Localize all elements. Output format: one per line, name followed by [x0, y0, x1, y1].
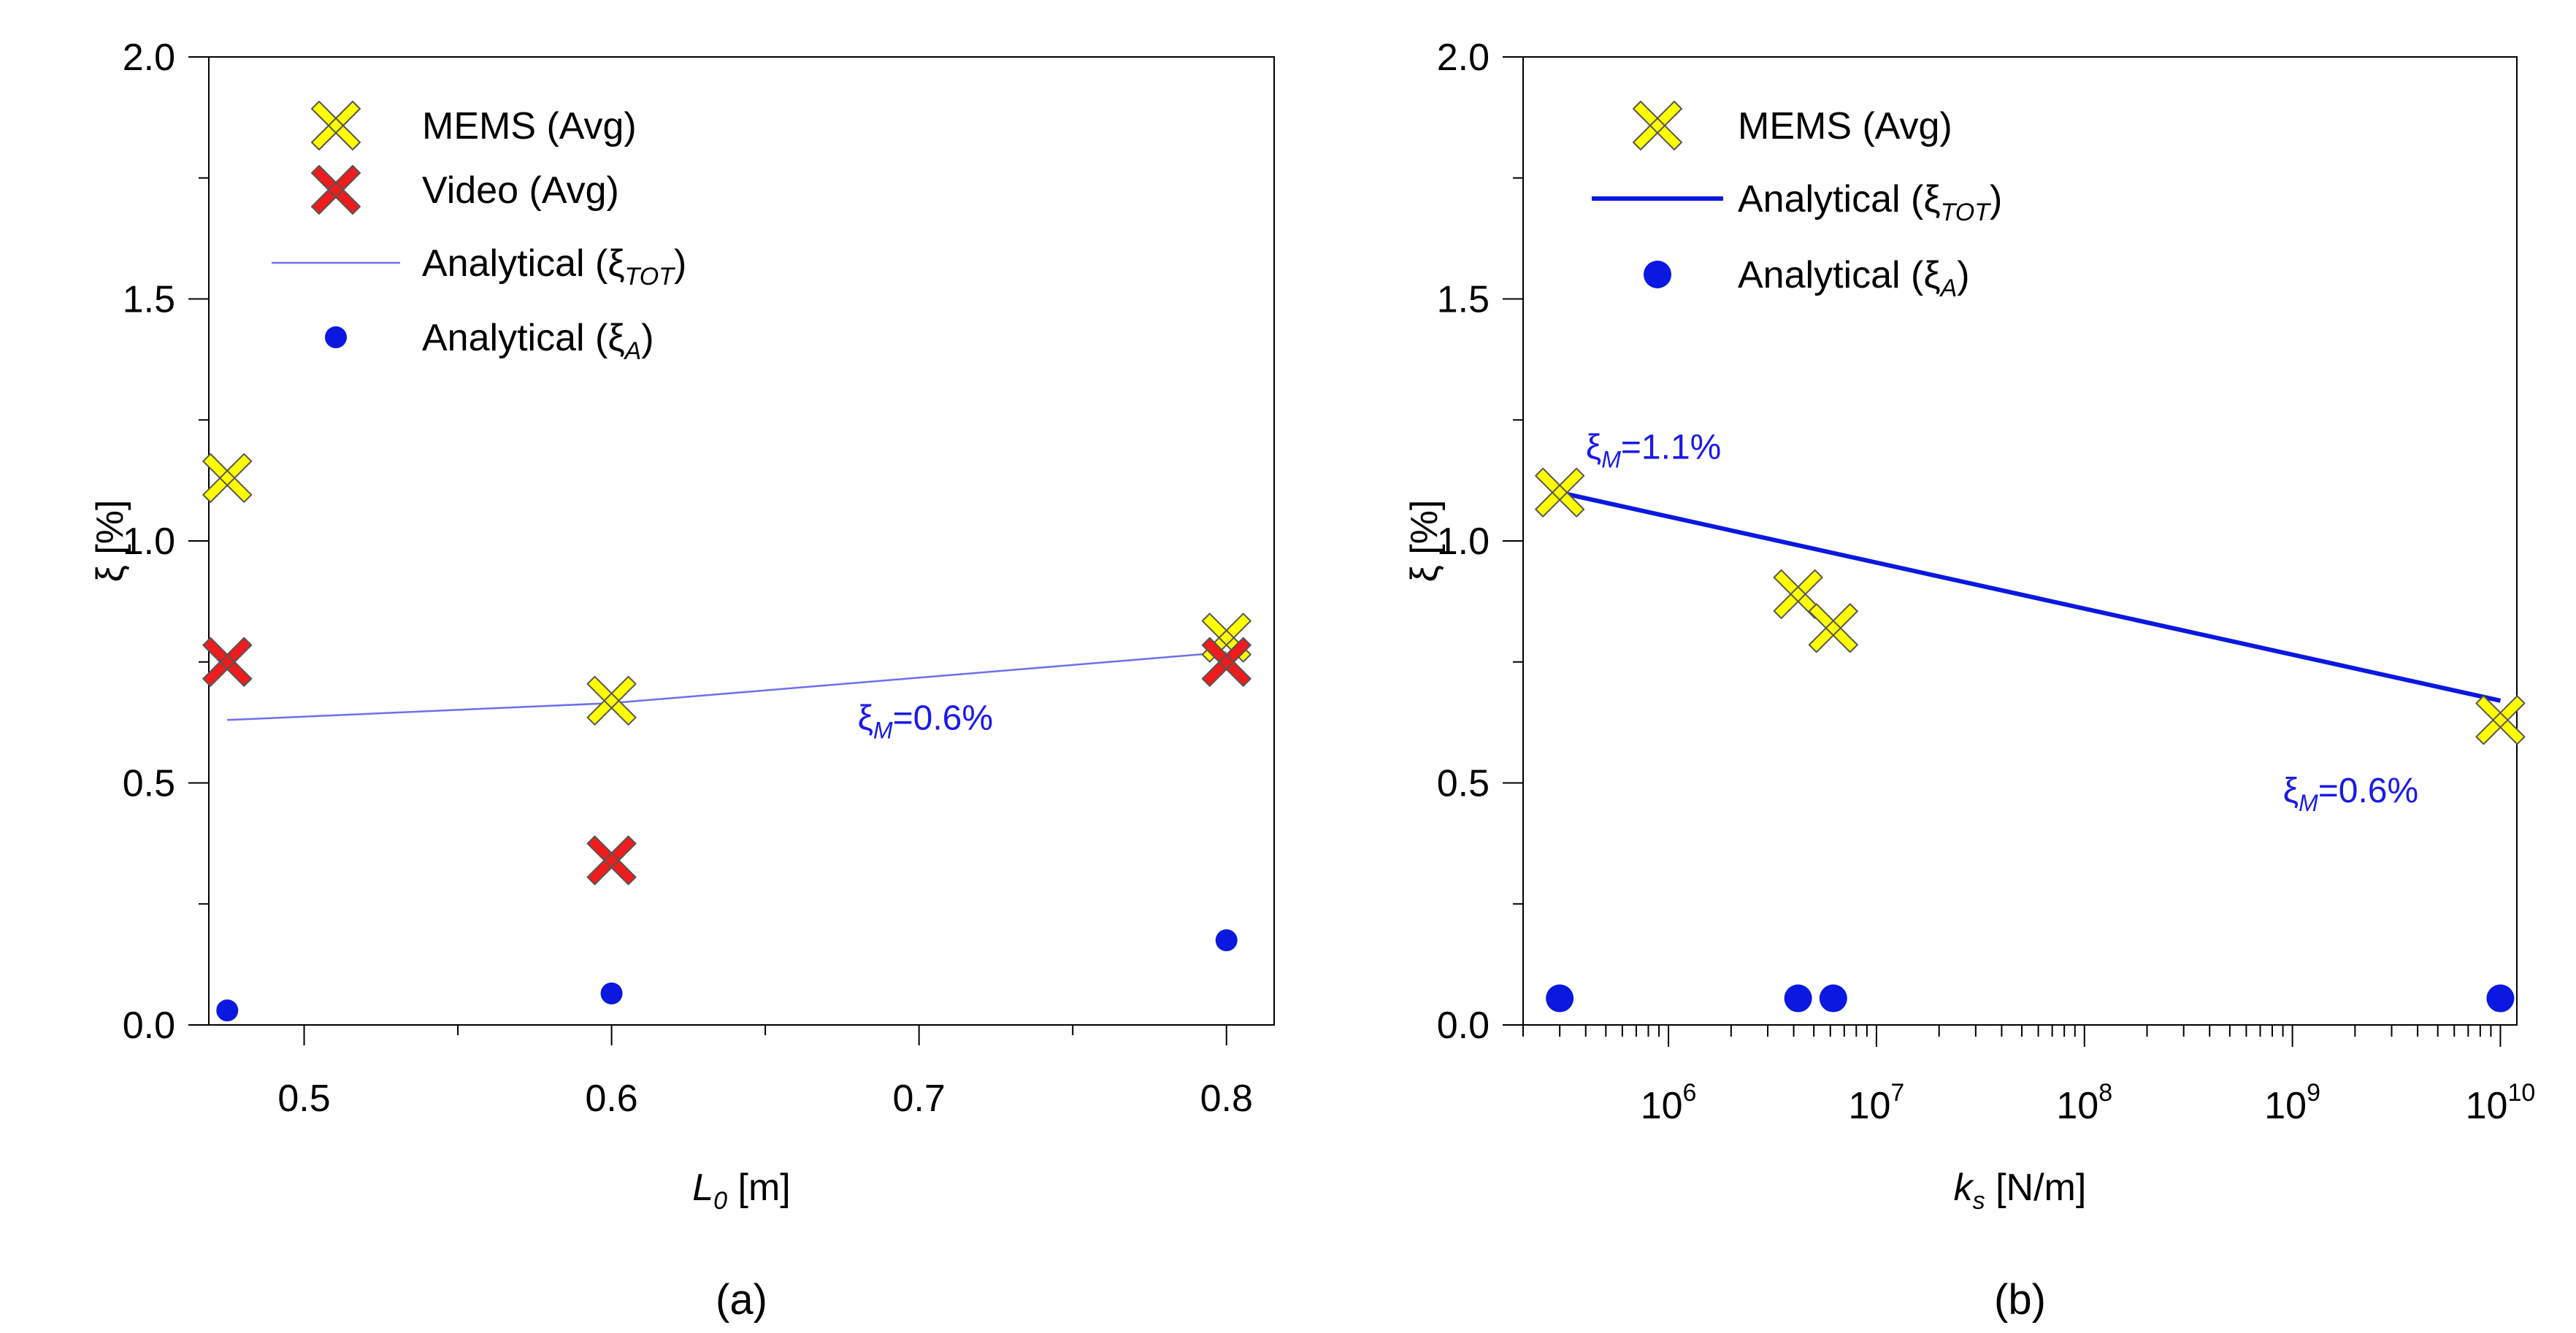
video-avg-point [202, 637, 253, 687]
mems-avg-point [202, 453, 253, 503]
y-tick-label: 0.5 [123, 763, 175, 805]
legend-label: MEMS (Avg) [1738, 105, 1952, 147]
legend-label: Video (Avg) [422, 169, 619, 212]
analytical-a-point [2486, 984, 2515, 1013]
y-tick-label: 1.5 [123, 279, 175, 321]
x-axis-label: L0 [m] [692, 1167, 791, 1215]
legend-label: Analytical (ξTOT) [422, 242, 686, 291]
analytical-a-point [600, 982, 623, 1004]
panel-b-damping-vs-stiffness: 0.0 0.5 1.0 1.5 2.0 106 107 108 109 1010 ξ [%] ks [… [1403, 37, 2535, 1324]
plot-frame [208, 56, 1275, 1026]
analytical-a-point [1546, 984, 1574, 1013]
analytical-total-line [227, 651, 1227, 721]
damping-annotation: ξM=0.6% [2283, 772, 2419, 816]
legend-marker [311, 101, 361, 150]
analytical-a-point [1215, 929, 1238, 951]
y-tick-label: 0.0 [123, 1004, 175, 1047]
y-axis-label: ξ [%] [1403, 500, 1446, 583]
panel-caption: (a) [716, 1276, 767, 1324]
legend-label: Analytical (ξA) [1738, 254, 1970, 302]
x-tick-label: 0.5 [277, 1077, 330, 1120]
analytical-a-point [216, 999, 239, 1022]
x-tick-label: 108 [2056, 1079, 2112, 1127]
mems-avg-point [2475, 695, 2526, 745]
legend-label: MEMS (Avg) [422, 105, 637, 147]
legend: MEMS (Avg) Video (Avg) Analytical (ξTOT) An… [272, 101, 686, 365]
x-tick-label: 0.6 [585, 1077, 637, 1120]
y-tick-label: 1.0 [123, 520, 175, 563]
video-avg-point [1201, 637, 1251, 687]
panel-a-damping-vs-length: 0.0 0.5 1.0 1.5 2.0 0.5 0.6 0.7 0.8 ξ [%] L0 [m] (a… [89, 37, 1275, 1324]
legend-label: Analytical (ξTOT) [1738, 178, 2002, 226]
x-tick-label: 0.7 [893, 1077, 946, 1120]
legend-label: Analytical (ξA) [422, 317, 654, 365]
series-analytical-tot- [227, 651, 1227, 721]
x-axis-label: ks [N/m] [1954, 1167, 2087, 1215]
legend-marker [311, 165, 361, 215]
analytical-total-line [1559, 490, 2502, 703]
x-tick-label: 0.8 [1200, 1077, 1253, 1120]
plot-frame [1522, 56, 2518, 1026]
y-tick-label: 2.0 [123, 37, 175, 79]
x-tick-label: 109 [2264, 1079, 2320, 1127]
y-axis-label: ξ [%] [89, 500, 131, 583]
y-tick-label: 2.0 [1437, 37, 1490, 79]
damping-annotation: ξM=1.1% [1586, 428, 1722, 472]
mems-avg-point [1535, 467, 1585, 518]
analytical-a-point [1819, 984, 1847, 1013]
mems-avg-point [586, 675, 637, 726]
y-tick-label: 1.0 [1437, 520, 1490, 563]
legend: MEMS (Avg) Analytical (ξTOT) Analytical (ξ… [1592, 101, 2002, 302]
video-avg-point [586, 835, 637, 886]
mems-avg-point [1808, 603, 1858, 653]
legend-dot [1644, 261, 1671, 288]
damping-annotation: ξM=0.6% [857, 699, 993, 744]
y-tick-label: 0.0 [1437, 1004, 1490, 1047]
y-tick-label: 0.5 [1437, 763, 1490, 805]
y-tick-label: 1.5 [1437, 279, 1490, 321]
series-analytical-tot- [1559, 490, 2502, 703]
analytical-a-point [1784, 984, 1812, 1013]
panel-caption: (b) [1994, 1276, 2046, 1324]
legend-marker [1633, 101, 1682, 150]
x-tick-label: 1010 [2466, 1079, 2536, 1127]
x-tick-label: 107 [1849, 1079, 1905, 1127]
legend-dot [325, 326, 347, 348]
x-tick-label: 106 [1641, 1079, 1697, 1127]
